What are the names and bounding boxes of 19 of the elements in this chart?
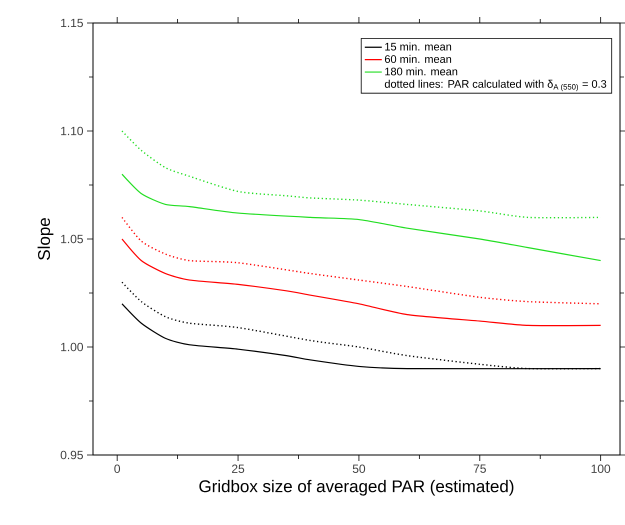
y-tick-label: 1.10 xyxy=(61,126,84,136)
x-tick-label: 25 xyxy=(232,464,244,473)
y-tick-label: 1.05 xyxy=(61,234,83,244)
legend-label: 60 min. mean xyxy=(384,54,452,63)
y-axis-title: Slope xyxy=(38,218,54,260)
line-series xyxy=(121,238,602,326)
legend-label: 15 min. mean xyxy=(385,42,452,51)
x-tick-label: 75 xyxy=(474,464,486,473)
y-tick-label: 0.95 xyxy=(60,450,83,460)
y-tick-label: 1.15 xyxy=(61,18,83,28)
x-tick-label: 100 xyxy=(592,464,610,473)
line-series xyxy=(121,216,602,304)
x-tick-label: 50 xyxy=(352,464,366,473)
x-axis-title: Gridbox size of averaged PAR (estimated) xyxy=(199,480,514,496)
legend-label: 180 min. mean xyxy=(385,67,458,76)
y-tick-label: 1.00 xyxy=(61,342,84,352)
line-series xyxy=(121,174,602,262)
x-tick-label: 0 xyxy=(114,464,120,473)
annotation: dotted lines: PAR calculated with δ$_{A (550)}$ = 0.3 xyxy=(384,80,606,92)
